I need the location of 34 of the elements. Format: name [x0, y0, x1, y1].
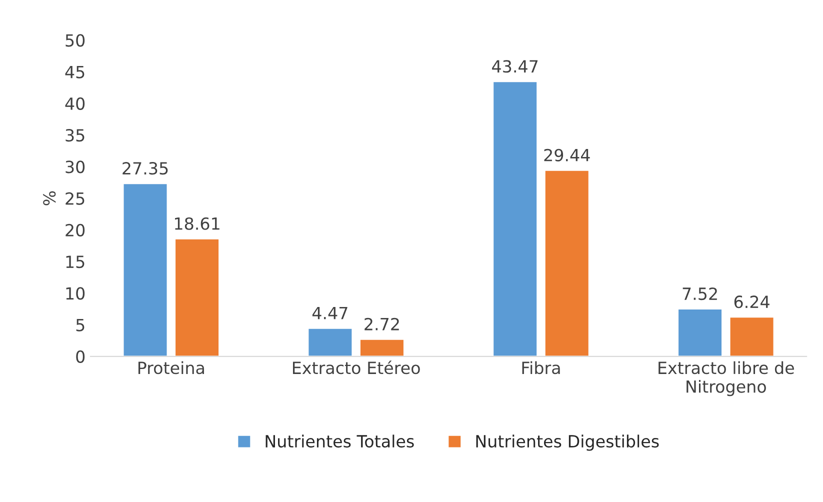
data-label: 27.35	[122, 162, 168, 175]
y-tick-label: 15	[66, 256, 84, 268]
bar	[728, 316, 775, 356]
bar	[544, 170, 590, 356]
bar	[492, 80, 538, 356]
bar	[174, 238, 220, 356]
legend-label: Nutrientes Totales	[266, 434, 414, 448]
data-label: 43.47	[492, 60, 538, 73]
y-tick-label: 40	[65, 97, 85, 110]
bar	[307, 327, 354, 356]
data-label: 29.44	[544, 148, 590, 162]
data-label: 2.72	[364, 318, 399, 330]
x-tick-label: Extracto libre de Nitrogeno	[658, 361, 794, 396]
data-label: 18.61	[175, 217, 220, 230]
bar	[677, 308, 723, 356]
y-tick-label: 10	[66, 287, 85, 300]
y-tick-label: 50	[66, 34, 85, 47]
y-tick-label: 25	[66, 192, 84, 205]
bar	[359, 338, 405, 356]
y-axis-title: %	[43, 191, 56, 206]
data-label: 6.24	[734, 296, 770, 308]
y-tick-label: 45	[65, 66, 84, 78]
y-tick-label: 35	[66, 129, 84, 142]
x-tick-label: Proteina	[138, 361, 204, 374]
y-tick-label: 30	[66, 160, 85, 174]
bar	[122, 182, 168, 356]
x-tick-label: Fibra	[522, 361, 560, 374]
legend-label: Nutrientes Digestibles	[476, 434, 659, 451]
x-tick-label: Extracto Etéreo	[292, 360, 420, 374]
y-tick-label: 20	[66, 224, 85, 236]
data-label: 4.47	[312, 306, 348, 320]
y-tick-label: 5	[76, 318, 84, 332]
y-tick-label: 0	[76, 350, 85, 363]
data-label: 7.52	[682, 287, 717, 300]
